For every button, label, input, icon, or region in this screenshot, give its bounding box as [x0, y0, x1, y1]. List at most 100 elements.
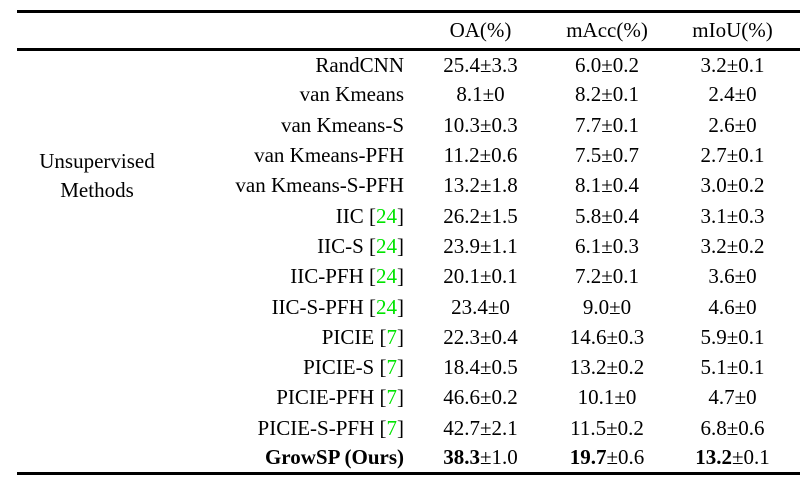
value-std: ±0	[734, 385, 757, 410]
citation-link[interactable]: 24	[376, 203, 397, 228]
miou-value-cell: 6.8±0.6	[665, 413, 800, 443]
value-mean: 38.3	[443, 445, 480, 470]
citation-link[interactable]: 7	[386, 355, 398, 380]
macc-value-cell: 19.7±0.6	[549, 443, 665, 473]
miou-value-cell: 3.1±0.3	[665, 201, 800, 231]
value-mean: 8.2	[574, 82, 602, 107]
table-body: RandCNN 25.4±3.3 6.0±0.2 3.2±0.1 van Kmeans 8…	[17, 50, 800, 474]
value-mean: 8.1	[456, 82, 483, 107]
value-std: ±0.1	[601, 264, 640, 289]
value-std: ±0.1	[726, 355, 765, 380]
value-std: ±0.4	[601, 173, 640, 198]
value-mean: 10.3	[443, 112, 480, 137]
value-mean: 5.9	[700, 324, 727, 349]
col-header-macc: mAcc(%)	[566, 18, 648, 42]
macc-value-cell: 7.5±0.7	[549, 140, 665, 170]
macc-value-cell: 8.1±0.4	[549, 171, 665, 201]
oa-value-cell: 18.4±0.5	[412, 352, 549, 382]
value-std: ±0.1	[479, 264, 518, 289]
citation-link[interactable]: 24	[376, 233, 397, 258]
value-mean: 20.1	[443, 264, 480, 289]
row-group-label-line2: Methods	[60, 178, 134, 202]
method-name: van Kmeans-S	[280, 112, 404, 137]
value-std: ±0.1	[726, 52, 765, 77]
value-mean: 23.9	[443, 233, 480, 258]
citation-link[interactable]: 24	[376, 294, 397, 319]
value-mean: 4.6	[708, 294, 735, 319]
value-std: ±1.1	[479, 233, 518, 258]
value-std: ±0.2	[601, 52, 640, 77]
value-mean: 13.2	[569, 355, 607, 380]
method-name: IIC-PFH	[290, 264, 364, 289]
citation-link[interactable]: 7	[386, 415, 398, 440]
citation-link[interactable]: 24	[376, 264, 397, 289]
value-std: ±0.3	[601, 233, 640, 258]
value-mean: 7.7	[574, 112, 602, 137]
value-mean: 3.2	[700, 52, 727, 77]
oa-value-cell: 11.2±0.6	[412, 140, 549, 170]
value-mean: 11.2	[443, 143, 480, 168]
miou-value-cell: 4.7±0	[665, 383, 800, 413]
oa-value-cell: 8.1±0	[412, 80, 549, 110]
miou-value-cell: 3.0±0.2	[665, 171, 800, 201]
value-std: ±0.1	[601, 112, 640, 137]
oa-value-cell: 10.3±0.3	[412, 110, 549, 140]
value-std: ±0.1	[726, 324, 765, 349]
value-std: ±0.4	[601, 203, 640, 228]
col-header-miou: mIoU(%)	[692, 18, 773, 42]
method-name: van Kmeans-S-PFH	[235, 173, 404, 198]
value-std: ±0.3	[606, 324, 645, 349]
miou-value-cell: 5.1±0.1	[665, 352, 800, 382]
method-cell: IIC [24]	[335, 203, 404, 228]
method-cell: PICIE-S-PFH [7]	[257, 415, 404, 440]
value-mean: 13.2	[695, 445, 732, 470]
oa-value-cell: 46.6±0.2	[412, 383, 549, 413]
value-mean: 6.1	[574, 233, 602, 258]
value-mean: 6.0	[574, 52, 602, 77]
oa-value-cell: 25.4±3.3	[412, 50, 549, 80]
citation-link[interactable]: 7	[386, 385, 398, 410]
value-std: ±0.7	[601, 143, 640, 168]
oa-value-cell: 23.9±1.1	[412, 231, 549, 261]
method-name: GrowSP (Ours)	[264, 445, 404, 470]
table-row: IIC [24] 26.2±1.5 5.8±0.4 3.1±0.3	[17, 201, 800, 231]
oa-value-cell: 22.3±0.4	[412, 322, 549, 352]
value-std: ±0	[482, 82, 505, 107]
method-cell: PICIE-S [7]	[303, 355, 404, 380]
value-std: ±2.1	[479, 415, 518, 440]
value-std: ±0.3	[479, 112, 518, 137]
row-group-label: Unsupervised Methods	[17, 147, 177, 205]
value-std: ±0	[614, 385, 637, 410]
table-row: IIC-S [24] 23.9±1.1 6.1±0.3 3.2±0.2	[17, 231, 800, 261]
method-cell: PICIE [7]	[321, 324, 404, 349]
value-std: ±0	[734, 112, 757, 137]
table-row: PICIE-S [7] 18.4±0.5 13.2±0.2 5.1±0.1	[17, 352, 800, 382]
value-std: ±0.2	[726, 173, 765, 198]
value-mean: 13.2	[443, 173, 480, 198]
citation-link[interactable]: 7	[386, 324, 398, 349]
value-mean: 3.2	[700, 233, 727, 258]
miou-value-cell: 3.6±0	[665, 262, 800, 292]
method-cell: van Kmeans-PFH	[17, 140, 412, 170]
method-cell: PICIE-PFH [7]	[276, 385, 404, 410]
miou-value-cell: 4.6±0	[665, 292, 800, 322]
macc-value-cell: 8.2±0.1	[549, 80, 665, 110]
miou-value-cell: 2.7±0.1	[665, 140, 800, 170]
table-row: van Kmeans-S 10.3±0.3 7.7±0.1 2.6±0	[17, 110, 800, 140]
method-name: IIC-S-PFH	[271, 294, 364, 319]
value-mean: 9.0	[582, 294, 610, 319]
value-std: ±0.4	[479, 324, 518, 349]
miou-value-cell: 3.2±0.2	[665, 231, 800, 261]
value-mean: 10.1	[577, 385, 615, 410]
macc-value-cell: 9.0±0	[549, 292, 665, 322]
value-std: ±0.5	[479, 355, 518, 380]
method-name: PICIE-S	[303, 355, 375, 380]
value-mean: 6.8	[700, 415, 727, 440]
value-mean: 8.1	[574, 173, 602, 198]
value-mean: 11.5	[570, 415, 607, 440]
value-mean: 14.6	[569, 324, 607, 349]
table-row: IIC-S-PFH [24] 23.4±0 9.0±0 4.6±0	[17, 292, 800, 322]
table-row: GrowSP (Ours) 38.3±1.0 19.7±0.6 13.2±0.1	[17, 443, 800, 473]
value-mean: 5.1	[700, 355, 727, 380]
results-table-container: Unsupervised Methods OA(%) mAcc(%) mIoU(…	[17, 10, 800, 476]
